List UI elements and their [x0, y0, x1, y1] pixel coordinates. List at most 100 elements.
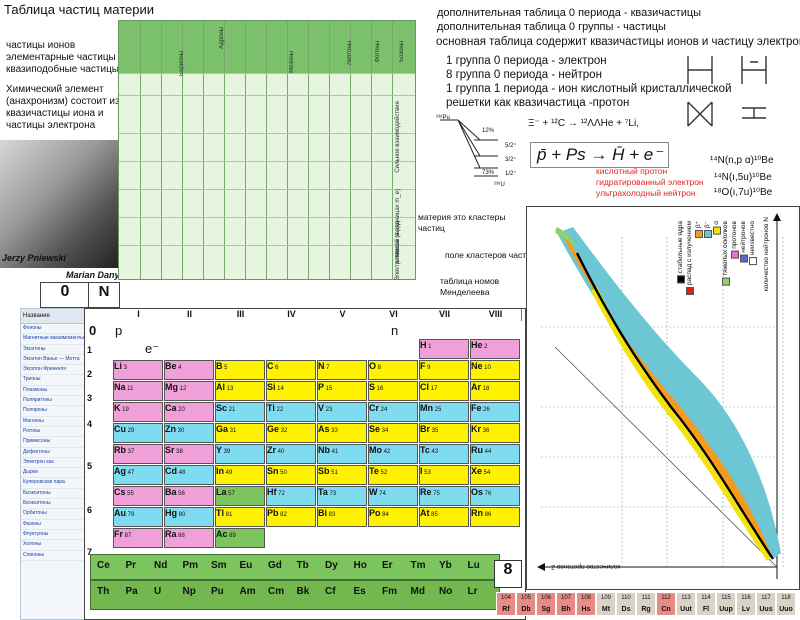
element-cell[interactable]: Cr 24 [368, 402, 418, 422]
sidebar-item[interactable]: Электрон как квазичастица [21, 458, 85, 469]
element-cell[interactable]: He 2 [470, 339, 520, 359]
actinide-element[interactable]: Bk [296, 586, 310, 597]
sidebar-item[interactable]: Дефектоны [21, 448, 85, 458]
element-cell[interactable]: Na 11 [113, 381, 163, 401]
actinide-element[interactable]: U [154, 586, 162, 597]
sidebar-item[interactable]: Орбитоны [21, 509, 85, 520]
element-cell[interactable]: Li 3 [113, 360, 163, 380]
element-cell[interactable]: At 85 [419, 507, 469, 527]
element-cell[interactable]: 108 Hs [576, 592, 596, 616]
element-cell[interactable]: Te 52 [368, 465, 418, 485]
element-cell[interactable]: 116 Lv [736, 592, 756, 616]
actinide-element[interactable]: Es [353, 586, 366, 597]
element-cell[interactable]: 106 Sg [536, 592, 556, 616]
sidebar-item[interactable]: Куперовская пара [21, 478, 85, 489]
lanthanide-element[interactable]: Gd [268, 560, 282, 571]
actinide-element[interactable]: No [439, 586, 453, 597]
lanthanide-element[interactable]: Ce [97, 560, 110, 571]
element-cell[interactable]: Ga 31 [215, 423, 265, 443]
element-cell[interactable]: 107 Bh [556, 592, 576, 616]
element-cell[interactable]: Sr 38 [164, 444, 214, 464]
element-cell[interactable]: Ag 47 [113, 465, 163, 485]
sidebar-item[interactable]: Примесоны [21, 437, 85, 448]
element-cell[interactable]: Bi 83 [317, 507, 367, 527]
element-cell[interactable]: 117 Uus [756, 592, 776, 616]
actinide-element[interactable]: Pu [211, 586, 224, 597]
actinide-element[interactable]: Am [239, 586, 256, 597]
element-cell[interactable]: I 53 [419, 465, 469, 485]
actinide-element[interactable]: Pa [125, 586, 138, 597]
lanthanide-element[interactable]: Nd [154, 560, 168, 571]
lanthanide-element[interactable]: Eu [239, 560, 253, 571]
element-cell[interactable]: Ta 73 [317, 486, 367, 506]
element-cell[interactable]: 118 Uuo [776, 592, 796, 616]
lanthanide-element[interactable]: Lu [467, 560, 480, 571]
actinide-element[interactable]: Cf [325, 586, 336, 597]
element-cell[interactable]: Be 4 [164, 360, 214, 380]
element-cell[interactable]: Mn 25 [419, 402, 469, 422]
actinide-element[interactable]: Cm [268, 586, 285, 597]
lanthanide-element[interactable]: Dy [325, 560, 338, 571]
sidebar-item[interactable]: Холоны [21, 540, 85, 551]
sidebar-item[interactable]: Магнитные квазимоменты [21, 334, 85, 345]
element-cell[interactable]: Zr 40 [266, 444, 316, 464]
element-cell[interactable]: Cl 17 [419, 381, 469, 401]
element-cell[interactable]: Ge 32 [266, 423, 316, 443]
element-cell[interactable]: P 15 [317, 381, 367, 401]
element-cell[interactable]: Zn 30 [164, 423, 214, 443]
lanthanide-element[interactable]: Tb [296, 560, 309, 571]
lanthanide-element[interactable]: Yb [439, 560, 452, 571]
element-cell[interactable]: Si 14 [266, 381, 316, 401]
sidebar-item[interactable]: Фазоны [21, 520, 85, 530]
actinide-element[interactable]: Md [410, 586, 425, 597]
element-cell[interactable]: Se 34 [368, 423, 418, 443]
sidebar-item[interactable]: Плазмоны [21, 386, 85, 397]
element-cell[interactable]: 110 Ds [616, 592, 636, 616]
element-cell[interactable]: Po 84 [368, 507, 418, 527]
element-cell[interactable]: Ba 56 [164, 486, 214, 506]
sidebar-item[interactable]: Поляритоны [21, 396, 85, 407]
element-cell[interactable]: Cd 48 [164, 465, 214, 485]
lanthanide-element[interactable]: Pm [182, 560, 199, 571]
element-cell[interactable]: La 57 [215, 486, 265, 506]
element-cell[interactable]: Sn 50 [266, 465, 316, 485]
element-cell[interactable]: Xe 54 [470, 465, 520, 485]
element-cell[interactable]: Hg 80 [164, 507, 214, 527]
element-cell[interactable]: 113 Uut [676, 592, 696, 616]
actinide-element[interactable]: Np [182, 586, 196, 597]
lanthanide-element[interactable]: Ho [353, 560, 367, 571]
element-cell[interactable]: Y 39 [215, 444, 265, 464]
element-cell[interactable]: Ar 18 [470, 381, 520, 401]
element-cell[interactable]: Br 35 [419, 423, 469, 443]
element-cell[interactable]: Sc 21 [215, 402, 265, 422]
sidebar-item[interactable]: Трионы [21, 375, 85, 386]
element-cell[interactable]: 109 Mt [596, 592, 616, 616]
sidebar-item[interactable]: Экситон Френкеля [21, 365, 85, 376]
element-cell[interactable]: Ru 44 [470, 444, 520, 464]
element-cell[interactable]: H 1 [419, 339, 469, 359]
element-cell[interactable]: Ne 10 [470, 360, 520, 380]
element-cell[interactable]: Ac 89 [215, 528, 265, 548]
element-cell[interactable]: S 16 [368, 381, 418, 401]
element-cell[interactable]: Tc 43 [419, 444, 469, 464]
element-cell[interactable]: In 49 [215, 465, 265, 485]
sidebar-item[interactable]: Дырки [21, 468, 85, 479]
element-cell[interactable]: K 19 [113, 402, 163, 422]
element-cell[interactable]: Fr 87 [113, 528, 163, 548]
element-cell[interactable]: Tl 81 [215, 507, 265, 527]
element-cell[interactable]: Ra 88 [164, 528, 214, 548]
element-cell[interactable]: Kr 36 [470, 423, 520, 443]
element-cell[interactable]: N 7 [317, 360, 367, 380]
element-cell[interactable]: Ti 22 [266, 402, 316, 422]
sidebar-item[interactable]: Магноны [21, 417, 85, 427]
element-cell[interactable]: C 6 [266, 360, 316, 380]
element-cell[interactable]: O 8 [368, 360, 418, 380]
element-cell[interactable]: V 23 [317, 402, 367, 422]
sidebar-item[interactable]: Спиноны [21, 551, 85, 561]
element-cell[interactable]: 111 Rg [636, 592, 656, 616]
sidebar-item[interactable]: Экситон Ванье — Мотта [21, 355, 85, 366]
element-cell[interactable]: 115 Uup [716, 592, 736, 616]
element-cell[interactable]: Mg 12 [164, 381, 214, 401]
element-cell[interactable]: Rn 86 [470, 507, 520, 527]
element-cell[interactable]: Mo 42 [368, 444, 418, 464]
